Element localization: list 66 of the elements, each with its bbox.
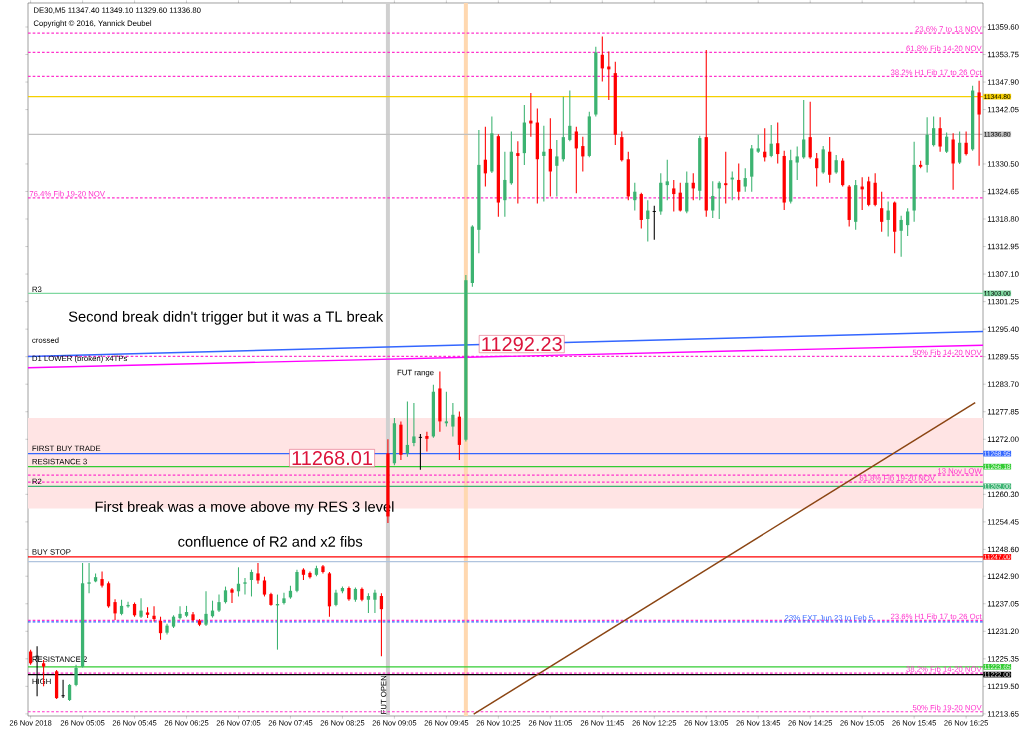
candlestick — [366, 592, 371, 614]
candlestick — [906, 207, 910, 237]
candlestick — [821, 145, 825, 175]
candlestick — [444, 391, 449, 428]
candlestick — [295, 569, 299, 593]
candlestick — [737, 162, 741, 201]
candlestick — [139, 597, 143, 619]
candlestick — [204, 590, 208, 627]
candlestick — [100, 570, 104, 589]
candlestick — [262, 576, 267, 597]
candlestick — [451, 402, 455, 437]
candlestick — [724, 151, 728, 205]
candlestick — [425, 431, 429, 453]
candlestick — [568, 89, 572, 142]
candlestick — [74, 664, 78, 687]
candlestick — [802, 99, 806, 160]
candlestick — [769, 124, 773, 158]
candlestick — [665, 159, 669, 201]
candlestick — [944, 131, 949, 154]
candlestick — [828, 136, 832, 184]
candlestick — [243, 577, 247, 596]
candlestick — [899, 215, 903, 258]
candlestick — [106, 580, 111, 609]
candlestick — [867, 176, 871, 207]
annotation: Second break didn't trigger but it was a TL break — [68, 311, 384, 325]
candlestick — [61, 679, 65, 699]
candlestick — [256, 562, 260, 585]
candlestick — [249, 569, 254, 597]
candlestick — [815, 152, 819, 188]
candlestick — [516, 140, 520, 205]
candlestick — [503, 151, 507, 218]
candlestick — [412, 402, 416, 447]
candlestick — [373, 589, 377, 614]
candlestick — [678, 182, 682, 213]
candlestick — [379, 592, 384, 657]
candlestick — [776, 121, 780, 165]
candlestick — [873, 172, 877, 207]
candlestick — [230, 587, 234, 604]
candlestick — [834, 154, 838, 175]
candlestick — [178, 605, 182, 621]
annotation: confluence of R2 and x2 fibs — [178, 536, 363, 547]
candlestick — [574, 126, 578, 194]
candlestick — [158, 616, 163, 641]
candlestick — [964, 130, 968, 157]
candlestick — [795, 145, 799, 181]
candlestick — [977, 80, 981, 167]
candlestick — [418, 433, 423, 471]
annotation: 11292.23 — [482, 336, 562, 352]
candlestick — [711, 180, 715, 219]
candlestick — [756, 134, 760, 154]
candlestick — [561, 96, 565, 163]
candlestick — [743, 167, 747, 193]
candlestick — [652, 205, 657, 241]
candlestick — [880, 191, 884, 233]
candlestick — [152, 605, 156, 622]
candlestick — [938, 116, 942, 153]
candlestick — [87, 562, 91, 594]
candlestick — [672, 179, 676, 213]
annotation: 11268.01 — [292, 450, 373, 466]
candlestick — [808, 101, 812, 160]
candlestick — [620, 130, 624, 163]
candlestick — [932, 115, 936, 148]
candlestick — [555, 139, 559, 197]
candlestick — [282, 592, 286, 605]
candlestick — [957, 130, 962, 165]
candlestick — [113, 598, 117, 621]
